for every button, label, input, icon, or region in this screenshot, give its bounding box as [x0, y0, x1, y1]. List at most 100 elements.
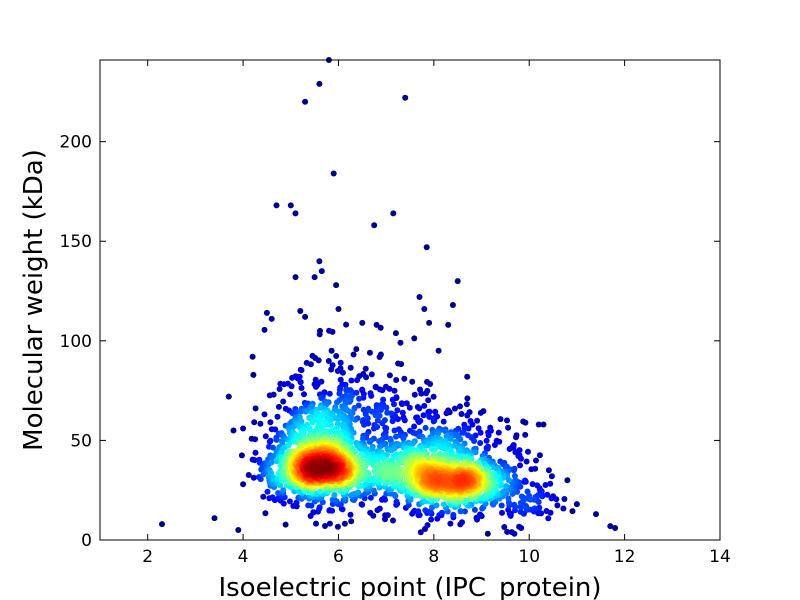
data-point: [525, 448, 531, 455]
data-point: [389, 396, 396, 403]
data-point: [348, 377, 355, 384]
data-point: [386, 372, 393, 379]
data-point: [415, 508, 422, 515]
data-point: [382, 512, 389, 519]
data-point: [561, 496, 568, 502]
data-point: [535, 421, 542, 428]
data-point: [547, 480, 554, 487]
data-point: [393, 498, 400, 505]
data-point: [505, 506, 512, 513]
data-point: [287, 391, 294, 398]
data-point: [326, 507, 333, 514]
data-point: [424, 522, 431, 529]
data-point: [313, 383, 319, 390]
data-point: [394, 407, 401, 414]
data-point: [391, 427, 398, 434]
data-point: [357, 446, 364, 452]
data-point: [540, 421, 547, 428]
data-point: [374, 417, 381, 424]
data-point: [334, 399, 340, 406]
data-point: [529, 481, 536, 488]
data-point: [335, 306, 342, 312]
data-point: [417, 417, 424, 424]
data-point: [359, 387, 366, 394]
data-point: [499, 489, 506, 496]
data-point: [311, 274, 318, 281]
data-point: [261, 326, 268, 333]
data-point: [337, 376, 344, 383]
data-point: [274, 413, 281, 420]
data-point: [225, 393, 232, 400]
x-tick-label: 2: [142, 547, 153, 567]
data-point: [428, 516, 435, 523]
data-point: [257, 476, 264, 483]
data-point: [544, 491, 551, 498]
data-point: [511, 501, 518, 508]
data-point: [245, 472, 252, 478]
data-point: [257, 420, 264, 427]
data-point: [275, 490, 282, 496]
data-point: [425, 397, 432, 404]
data-point: [469, 421, 476, 428]
data-point: [261, 411, 268, 418]
data-point: [399, 401, 406, 408]
data-point: [421, 306, 428, 312]
data-point: [411, 335, 418, 342]
data-point: [350, 351, 357, 358]
data-point: [341, 520, 348, 527]
data-point: [402, 94, 409, 101]
data-point: [425, 409, 432, 415]
data-point: [421, 402, 428, 409]
data-point: [348, 518, 355, 525]
data-point: [359, 319, 366, 326]
data-point: [543, 508, 550, 514]
data-point: [384, 409, 391, 416]
data-point: [517, 508, 524, 515]
data-point: [363, 374, 370, 381]
data-point: [343, 387, 350, 394]
data-point: [343, 321, 350, 328]
data-point: [347, 511, 354, 518]
data-point: [250, 371, 257, 378]
y-axis-label: Molecular weight (kDa): [19, 149, 49, 451]
data-point: [420, 412, 427, 419]
data-point: [301, 391, 307, 398]
data-point: [505, 495, 512, 502]
x-tick-label: 12: [614, 547, 636, 567]
data-point: [287, 202, 294, 209]
data-point: [285, 442, 292, 449]
data-point: [313, 520, 319, 527]
data-point: [506, 446, 513, 452]
data-point: [504, 528, 511, 535]
data-point: [401, 375, 408, 382]
data-point: [297, 379, 304, 386]
y-tick-label: 200: [60, 133, 92, 153]
data-point: [263, 309, 270, 316]
data-point: [399, 409, 406, 416]
data-point: [430, 446, 437, 452]
data-point: [272, 426, 279, 433]
data-point: [264, 488, 271, 495]
data-point: [459, 429, 466, 436]
data-point: [358, 501, 365, 508]
data-point: [440, 418, 447, 425]
data-point: [318, 268, 325, 275]
data-point: [440, 501, 447, 508]
data-point: [573, 501, 580, 508]
data-point: [331, 492, 338, 499]
data-point: [249, 353, 256, 360]
data-point: [240, 481, 247, 488]
data-point: [527, 496, 534, 503]
data-point: [391, 401, 397, 408]
data-point: [316, 258, 323, 265]
data-point: [337, 359, 344, 366]
data-point: [334, 368, 341, 374]
data-point: [302, 98, 309, 105]
data-point: [393, 377, 400, 383]
data-point: [449, 302, 456, 308]
data-point: [475, 425, 482, 432]
data-point: [560, 505, 567, 512]
data-point: [333, 353, 340, 359]
data-point: [607, 523, 614, 530]
data-point: [483, 445, 490, 451]
